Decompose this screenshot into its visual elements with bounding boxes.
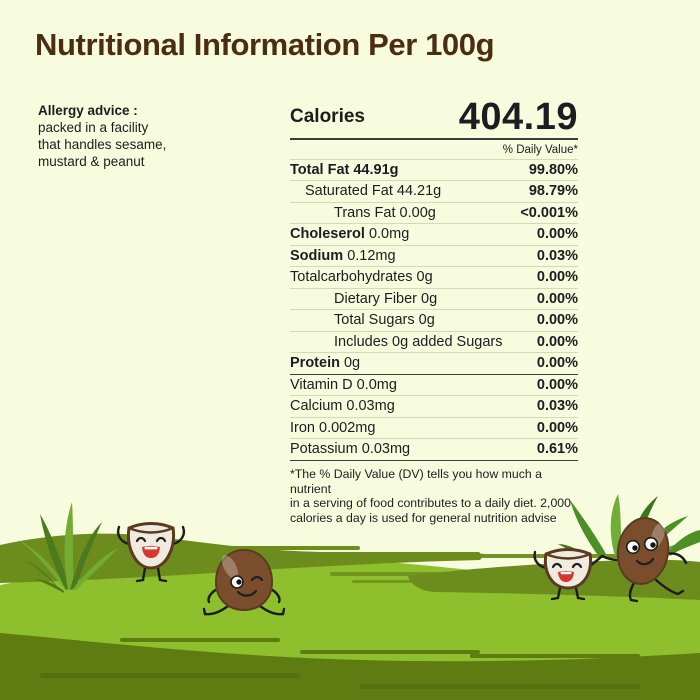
nutrition-row: Choleserol 0.0mg 0.00% bbox=[290, 224, 578, 246]
daily-value-header: % Daily Value* bbox=[290, 140, 578, 160]
nutrient-name: Protein 0g bbox=[290, 355, 361, 372]
nutrient-daily-value: 0.00% bbox=[536, 355, 578, 372]
nutrient-name: Vitamin D 0.0mg bbox=[290, 376, 397, 393]
nutrient-name: Totalcarbohydrates 0g bbox=[290, 269, 433, 286]
nutrient-daily-value: 0.00% bbox=[536, 419, 578, 436]
footnote-line: calories a day is used for general nutri… bbox=[290, 510, 557, 525]
nutrient-daily-value: 0.00% bbox=[536, 376, 578, 393]
nutrient-daily-value: 0.00% bbox=[536, 226, 578, 243]
nutrient-name: Saturated Fat 44.21g bbox=[305, 183, 442, 200]
allergy-advice: Allergy advice : packed in a facility th… bbox=[38, 102, 166, 170]
nutrient-name: Total Sugars 0g bbox=[334, 312, 435, 329]
nutrition-row: Calcium 0.03mg 0.03% bbox=[290, 396, 578, 418]
nutrient-daily-value: 0.00% bbox=[536, 269, 578, 286]
nutrition-row: Dietary Fiber 0g 0.00% bbox=[290, 289, 578, 311]
nutrition-row: Totalcarbohydrates 0g 0.00% bbox=[290, 267, 578, 289]
coconut-sitting-character bbox=[202, 548, 286, 616]
nutrition-row: Potassium 0.03mg 0.61% bbox=[290, 439, 578, 461]
allergy-line: that handles sesame, bbox=[38, 137, 167, 152]
page-title: Nutritional Information Per 100g bbox=[35, 27, 495, 62]
nutrition-row: Includes 0g added Sugars 0.00% bbox=[290, 332, 578, 354]
nutrition-row: Vitamin D 0.0mg 0.00% bbox=[290, 375, 578, 397]
allergy-heading: Allergy advice : bbox=[38, 103, 138, 118]
coconut-half-character bbox=[533, 548, 604, 601]
nutrient-name: Trans Fat 0.00g bbox=[334, 204, 436, 221]
nutrient-name: Choleserol 0.0mg bbox=[290, 226, 410, 243]
nutrition-row: Sodium 0.12mg 0.03% bbox=[290, 246, 578, 268]
nutrient-name: Dietary Fiber 0g bbox=[334, 290, 438, 307]
nutrient-daily-value: 0.00% bbox=[536, 312, 578, 329]
nutrition-rows: Total Fat 44.91g 99.80% Saturated Fat 44.2… bbox=[290, 160, 578, 461]
grass-tuft-icon bbox=[18, 502, 118, 593]
daily-value-footnote: *The % Daily Value (DV) tells you how mu… bbox=[290, 461, 578, 525]
nutrient-name: Calcium 0.03mg bbox=[290, 398, 395, 415]
nutrition-row: Saturated Fat 44.21g 98.79% bbox=[290, 181, 578, 203]
footnote-line: *The % Daily Value (DV) tells you how mu… bbox=[290, 466, 542, 496]
nutrient-daily-value: 0.00% bbox=[536, 290, 578, 307]
nutrition-row: Total Fat 44.91g 99.80% bbox=[290, 160, 578, 182]
bottom-landscape bbox=[0, 494, 700, 700]
nutrition-row: Trans Fat 0.00g <0.001% bbox=[290, 203, 578, 225]
nutrition-row: Iron 0.002mg 0.00% bbox=[290, 418, 578, 440]
nutrition-row: Protein 0g 0.00% bbox=[290, 353, 578, 375]
nutrient-name: Includes 0g added Sugars bbox=[334, 333, 503, 350]
nutrient-name: Iron 0.002mg bbox=[290, 419, 376, 436]
nutrient-daily-value: 0.61% bbox=[536, 441, 578, 458]
nutrient-daily-value: 0.03% bbox=[536, 247, 578, 264]
footnote-line: in a serving of food contributes to a da… bbox=[290, 496, 571, 511]
coconut-half-character bbox=[116, 522, 186, 583]
nutrition-row: Total Sugars 0g 0.00% bbox=[290, 310, 578, 332]
nutrition-facts-panel: Calories 404.19 % Daily Value* Total Fat… bbox=[290, 96, 578, 525]
nutrient-daily-value: 0.03% bbox=[536, 398, 578, 415]
nutrient-daily-value: 0.00% bbox=[536, 333, 578, 350]
calories-label: Calories bbox=[290, 105, 365, 127]
nutrient-name: Total Fat 44.91g bbox=[290, 161, 399, 178]
coconut-walking-character bbox=[600, 517, 688, 603]
calories-value: 404.19 bbox=[458, 96, 578, 138]
nutrient-daily-value: <0.001% bbox=[520, 204, 578, 221]
nutrient-name: Sodium 0.12mg bbox=[290, 247, 396, 264]
dark-grass-band bbox=[0, 633, 700, 700]
nutrient-daily-value: 98.79% bbox=[528, 183, 578, 200]
calories-row: Calories 404.19 bbox=[290, 96, 578, 140]
allergy-line: mustard & peanut bbox=[38, 154, 145, 169]
nutrient-name: Potassium 0.03mg bbox=[290, 441, 411, 458]
allergy-line: packed in a facility bbox=[38, 120, 149, 135]
nutrient-daily-value: 99.80% bbox=[528, 161, 578, 178]
